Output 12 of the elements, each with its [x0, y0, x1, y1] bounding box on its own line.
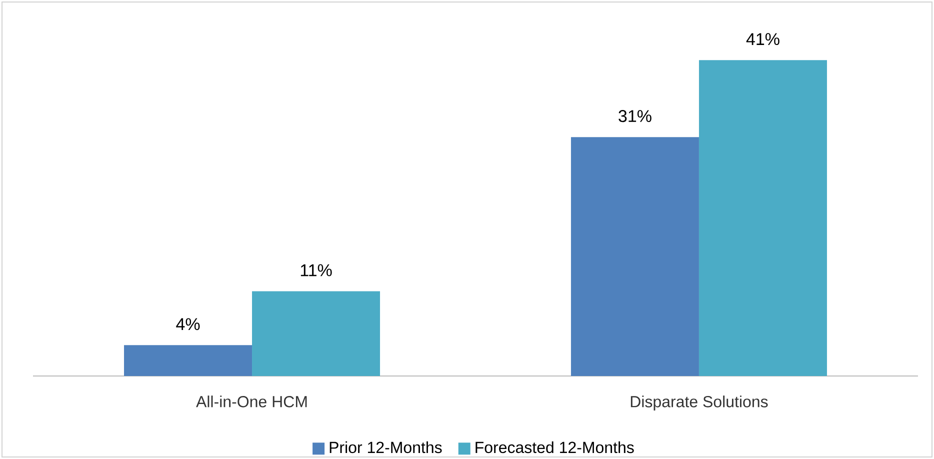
x-tick-label: All-in-One HCM: [196, 396, 307, 408]
data-label: 4%: [176, 318, 200, 330]
data-label: 41%: [746, 33, 780, 46]
x-tick-label: Disparate Solutions: [630, 396, 768, 411]
data-label: 31%: [618, 110, 652, 122]
bar: [252, 291, 380, 376]
bar: [570, 137, 699, 376]
legend-label: Forecasted 12-Months: [476, 441, 634, 454]
data-label: 11%: [300, 264, 332, 276]
legend-label: Prior 12-Months: [330, 441, 442, 454]
bar: [698, 60, 827, 376]
bar: [124, 345, 252, 376]
